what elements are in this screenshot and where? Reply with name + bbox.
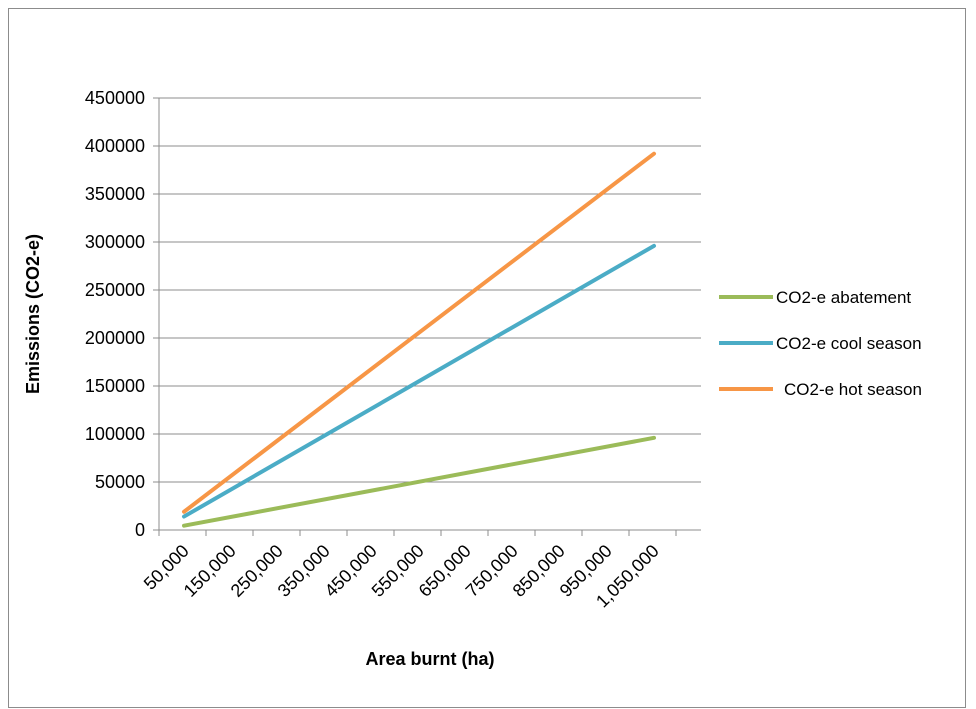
y-tick-label: 250000 xyxy=(85,280,145,300)
y-tick-label: 150000 xyxy=(85,376,145,396)
y-tick-label: 50000 xyxy=(95,472,145,492)
legend: CO2-e abatement CO2-e cool season CO2-e ho… xyxy=(719,288,922,399)
legend-label: CO2-e hot season xyxy=(784,380,922,399)
legend-item: CO2-e cool season xyxy=(719,334,922,353)
x-tick-labels: 50,000150,000250,000350,000450,000550,00… xyxy=(140,541,663,612)
gridlines xyxy=(159,97,701,483)
series-line-2 xyxy=(182,243,656,519)
y-tick-label: 100000 xyxy=(85,424,145,444)
y-tick-label: 350000 xyxy=(85,184,145,204)
series-line-3 xyxy=(182,151,656,514)
y-tick-labels: 0 50000 100000 150000 200000 250000 300000 3500… xyxy=(85,88,145,540)
legend-label: CO2-e cool season xyxy=(776,334,922,353)
y-tick-label: 300000 xyxy=(85,232,145,252)
y-tick-label: 450000 xyxy=(85,88,145,108)
legend-label: CO2-e abatement xyxy=(776,288,911,307)
series-lines xyxy=(182,151,656,528)
chart-frame: 0 50000 100000 150000 200000 250000 300000 3500… xyxy=(8,8,966,708)
legend-item: CO2-e abatement xyxy=(719,288,911,307)
y-axis-title: Emissions (CO2-e) xyxy=(23,234,43,394)
line-chart: 0 50000 100000 150000 200000 250000 300000 3500… xyxy=(23,88,922,669)
y-tick-label: 0 xyxy=(135,520,145,540)
y-tick-label: 400000 xyxy=(85,136,145,156)
series-line-1 xyxy=(182,435,656,528)
y-tick-label: 200000 xyxy=(85,328,145,348)
legend-item: CO2-e hot season xyxy=(719,380,922,399)
x-axis-title: Area burnt (ha) xyxy=(365,649,494,669)
axes xyxy=(153,97,701,536)
